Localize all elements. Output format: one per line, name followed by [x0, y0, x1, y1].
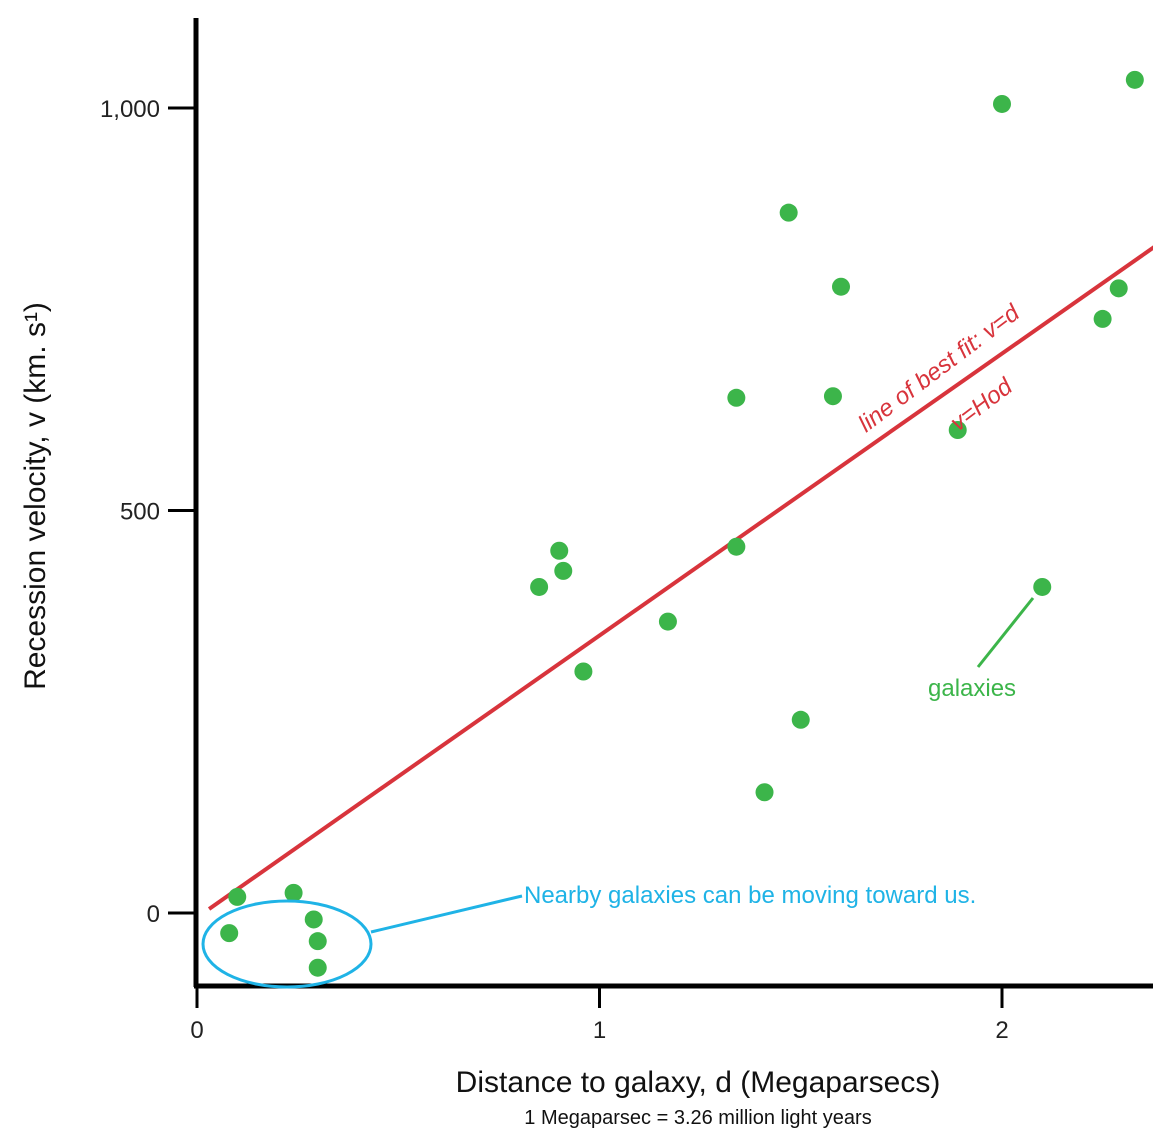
galaxy-point: [658, 612, 677, 631]
galaxy-point: [948, 421, 967, 439]
galaxy-point: [228, 887, 247, 906]
fit-line-equation: v=Hod: [945, 373, 1018, 437]
galaxy-point: [308, 932, 327, 951]
annotation-layer: Nearby galaxies can be moving toward us.…: [19, 299, 1035, 1129]
fit-layer: [207, 245, 1153, 911]
galaxy-point: [220, 924, 239, 943]
galaxies-callout-line: [976, 597, 1035, 668]
galaxy-point: [755, 783, 774, 802]
points-layer: [220, 70, 1144, 977]
galaxy-point: [1033, 577, 1052, 596]
galaxy-point: [791, 710, 810, 729]
x-axis-note: 1 Megaparsec = 3.26 million light years: [524, 1107, 871, 1129]
galaxy-point: [554, 561, 573, 580]
galaxy-point: [574, 662, 593, 681]
y-tick-label: 1,000: [100, 96, 160, 123]
axis-layer: [193, 18, 1153, 989]
fit-line: [207, 245, 1153, 911]
y-tick-label: 500: [120, 499, 160, 526]
galaxy-point: [779, 203, 798, 222]
x-axis-title: Distance to galaxy, d (Megaparsecs): [456, 1066, 941, 1099]
galaxy-point: [530, 577, 549, 596]
galaxy-point: [1109, 279, 1128, 298]
y-tick-label: 0: [147, 901, 160, 928]
galaxy-point: [304, 910, 323, 929]
galaxy-point: [1125, 70, 1144, 89]
galaxy-point: [823, 387, 842, 406]
galaxy-point: [993, 94, 1011, 113]
galaxy-point: [832, 277, 850, 296]
y-axis-title: Recession velocity, v (km. s¹): [19, 302, 52, 690]
x-tick-label: 0: [190, 1017, 203, 1044]
galaxy-point: [284, 883, 303, 902]
fit-line-label: line of best fit: v=d: [853, 299, 1025, 438]
ticks-layer: 0 500 1,000 0 1 2: [100, 96, 1009, 1044]
x-tick-label: 1: [593, 1017, 606, 1044]
galaxy-point: [550, 541, 569, 560]
nearby-galaxies-ellipse: [201, 899, 373, 989]
x-tick-label: 2: [995, 1017, 1008, 1044]
galaxy-point: [727, 388, 746, 407]
galaxy-point: [1093, 309, 1112, 328]
galaxy-point: [727, 537, 746, 556]
galaxies-label: galaxies: [928, 675, 1016, 702]
galaxy-point: [308, 958, 327, 977]
nearby-callout-line: [370, 894, 523, 934]
nearby-galaxies-label: Nearby galaxies can be moving toward us.: [524, 882, 976, 909]
